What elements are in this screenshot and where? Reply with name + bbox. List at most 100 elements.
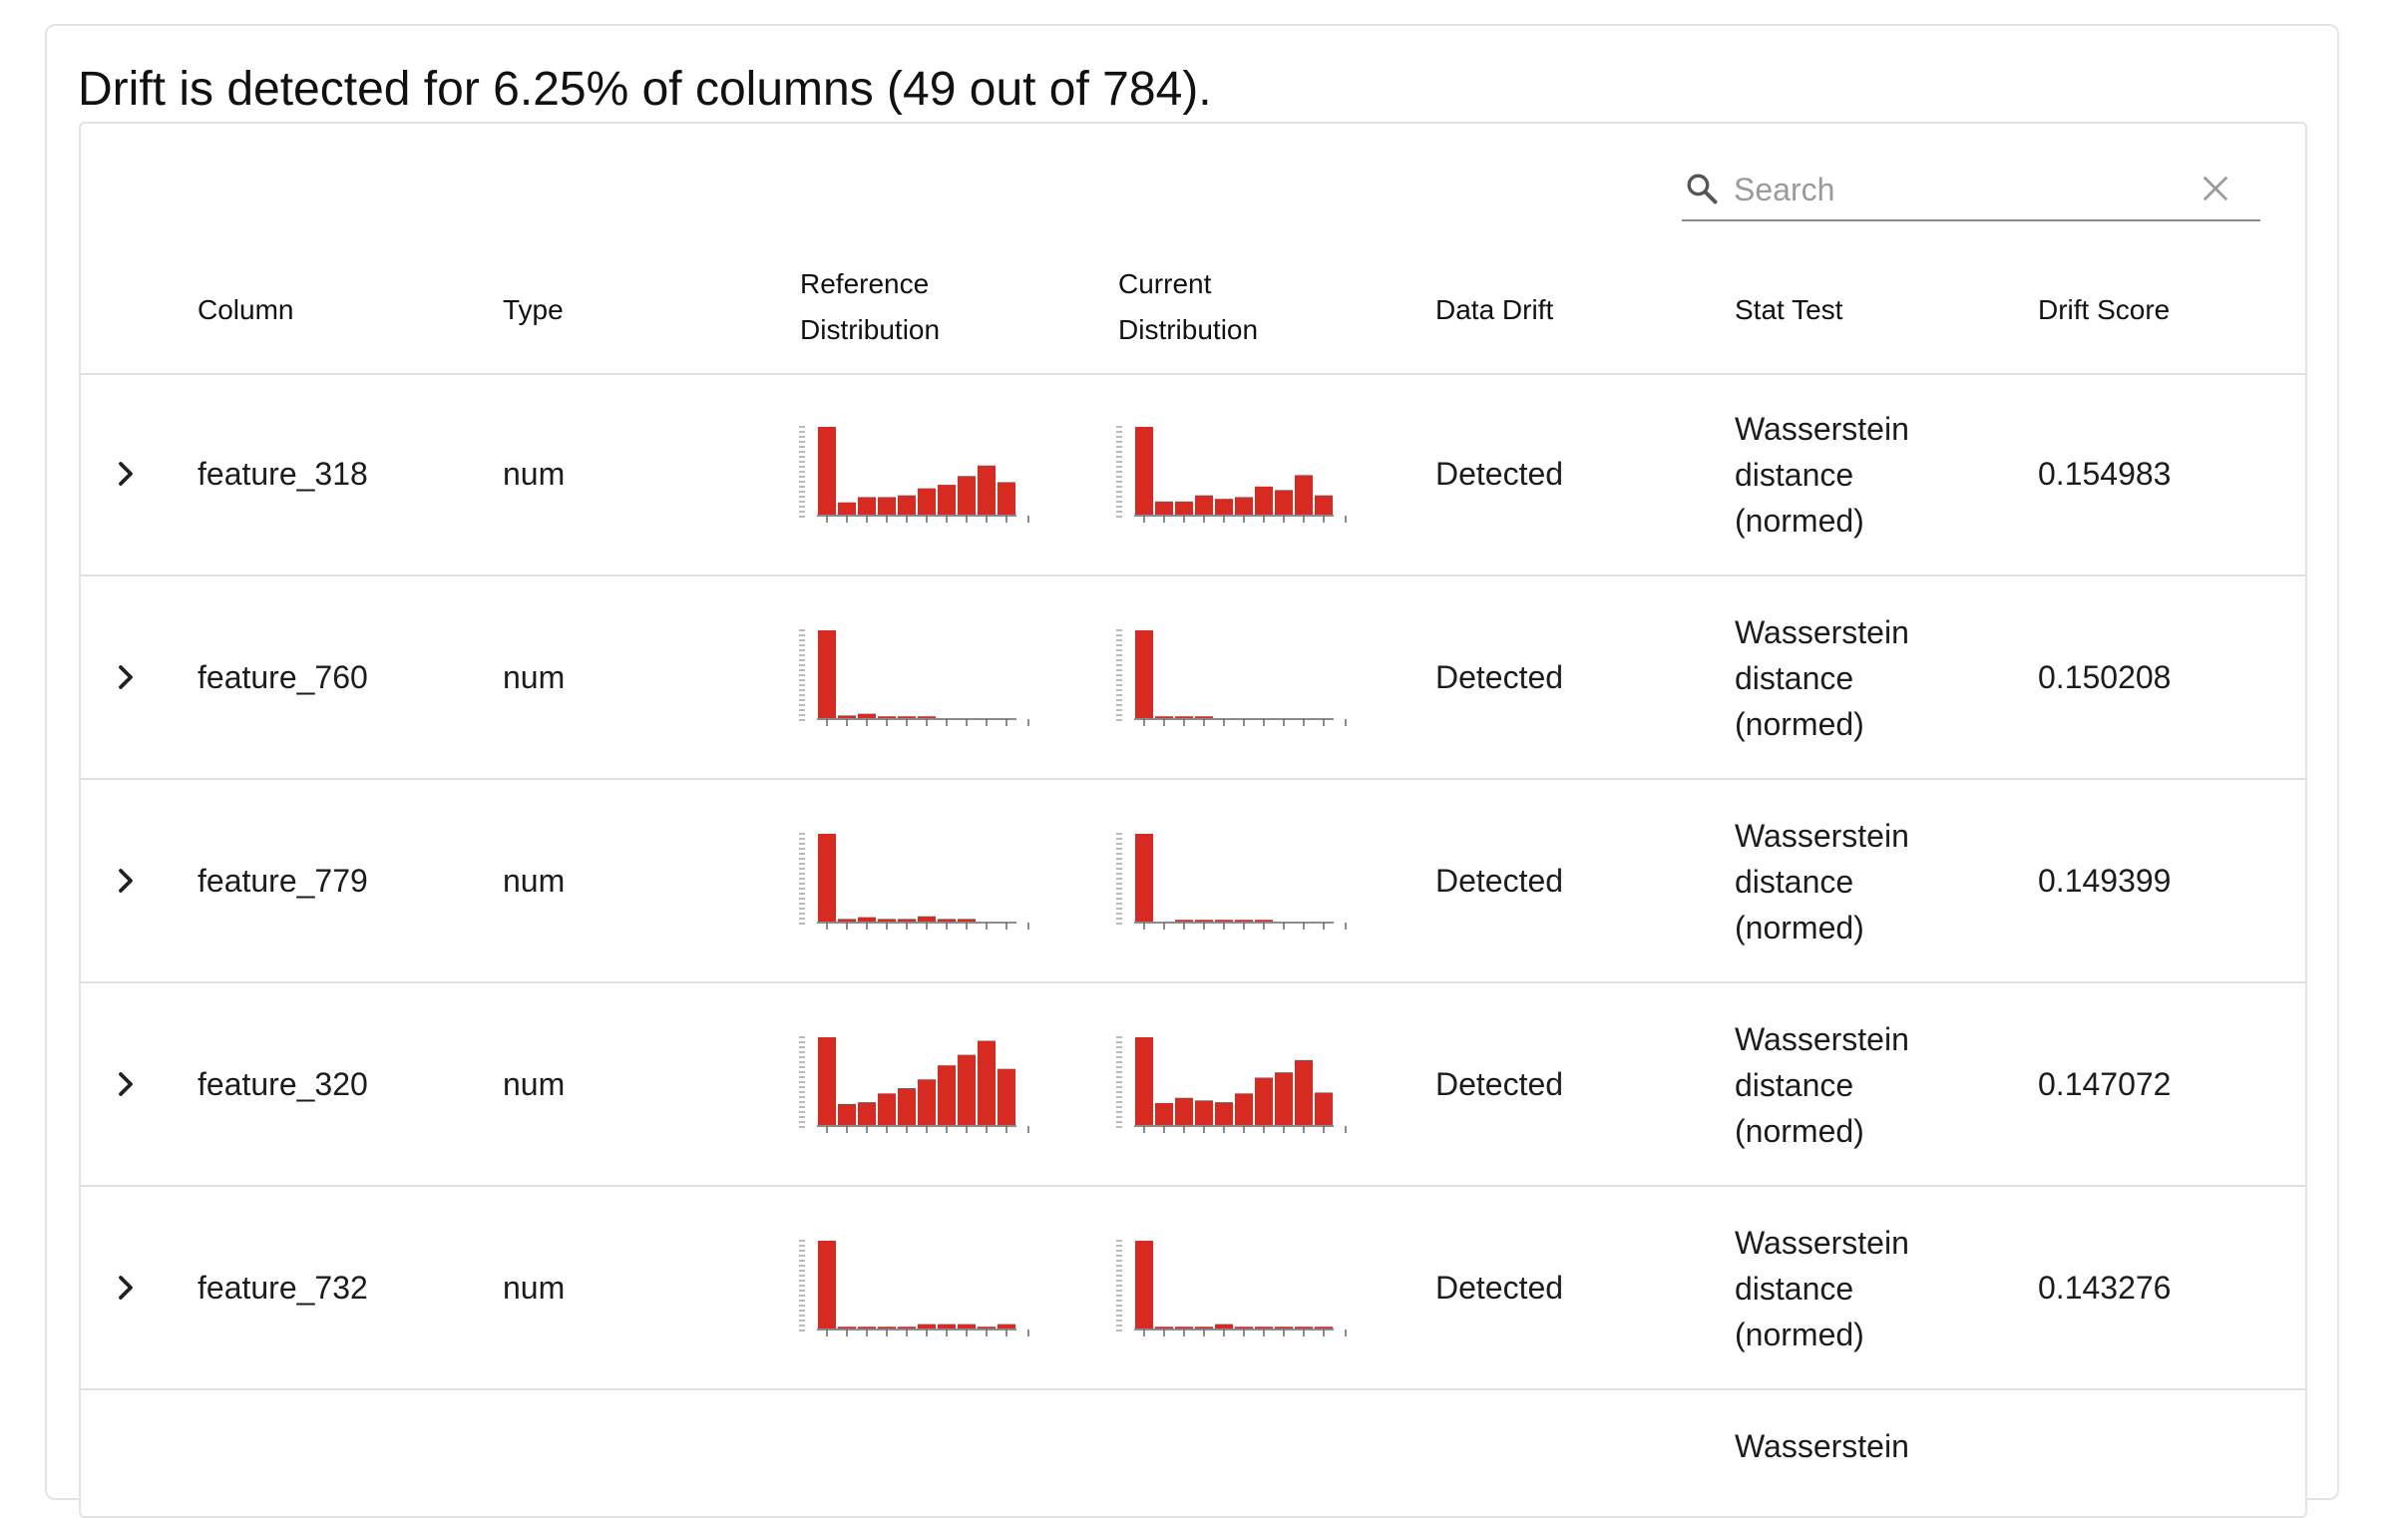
histogram-bar bbox=[1135, 630, 1153, 718]
column-type: num bbox=[503, 1066, 566, 1102]
column-name: feature_320 bbox=[198, 1066, 368, 1102]
stat-test-line1: Wasserstein bbox=[1735, 411, 1909, 447]
histogram-bar bbox=[858, 713, 876, 718]
histogram-bar bbox=[938, 485, 956, 515]
histogram-bar bbox=[1155, 1103, 1173, 1125]
table-row[interactable]: feature_732 num Detected Wasserstein distanc… bbox=[81, 1187, 2305, 1390]
histogram-bar bbox=[1175, 716, 1193, 718]
histogram-bar bbox=[878, 1327, 896, 1328]
column-header-drift-score[interactable]: Drift Score bbox=[2038, 294, 2171, 325]
column-name: feature_760 bbox=[198, 659, 368, 695]
histogram-bar bbox=[978, 465, 996, 515]
column-name: feature_318 bbox=[198, 456, 368, 492]
table-row[interactable]: feature_779 num Detected Wasserstein distanc… bbox=[81, 780, 2305, 983]
drift-summary-headline: Drift is detected for 6.25% of columns (… bbox=[78, 63, 1212, 116]
stat-test-line2: distance bbox=[1735, 457, 1854, 493]
histogram-bar bbox=[898, 495, 916, 515]
histogram-bar bbox=[818, 1037, 836, 1125]
histogram-bar bbox=[1235, 1327, 1253, 1328]
histogram-bar bbox=[838, 1327, 856, 1328]
column-name: feature_732 bbox=[198, 1270, 368, 1306]
table-row[interactable]: feature_318 num Detected Wasserstein distanc… bbox=[81, 373, 2305, 576]
histogram-bar bbox=[858, 1327, 876, 1328]
reference-header-line1: Reference bbox=[800, 268, 930, 299]
data-drift-status: Detected bbox=[1435, 1270, 1564, 1306]
table-header-row: Column Type Reference Distribution Curre… bbox=[81, 253, 2305, 375]
reference-distribution-chart bbox=[799, 833, 1029, 930]
column-type: num bbox=[503, 863, 566, 899]
column-name: feature_779 bbox=[198, 863, 368, 899]
histogram-bar bbox=[838, 919, 856, 922]
histogram-bar bbox=[1235, 497, 1253, 515]
histogram-bar bbox=[938, 1324, 956, 1328]
stat-test-line1: Wasserstein bbox=[1735, 818, 1909, 854]
stat-test-line2: distance bbox=[1735, 660, 1854, 696]
histogram-bar bbox=[938, 1065, 956, 1125]
histogram-bar bbox=[998, 1324, 1015, 1328]
histogram-bar bbox=[898, 1088, 916, 1125]
current-header-line2: Distribution bbox=[1118, 314, 1259, 345]
histogram-bar bbox=[978, 1040, 996, 1125]
histogram-bar bbox=[838, 502, 856, 515]
histogram-bar bbox=[1315, 1327, 1333, 1328]
histogram-bar bbox=[818, 630, 836, 718]
stat-test-line2: distance bbox=[1735, 1271, 1854, 1307]
stat-test-line2: distance bbox=[1735, 1067, 1854, 1103]
reference-distribution-chart bbox=[799, 426, 1029, 523]
histogram-bar bbox=[1215, 499, 1233, 515]
histogram-bar bbox=[1215, 1324, 1233, 1328]
histogram-bar bbox=[918, 716, 936, 718]
column-type: num bbox=[503, 456, 566, 492]
histogram-bar bbox=[1255, 486, 1273, 515]
histogram-bar bbox=[898, 919, 916, 922]
table-row[interactable]: feature_760 num Detected Wasserstein distanc… bbox=[81, 576, 2305, 780]
table-row[interactable]: Wasserstein bbox=[81, 1390, 2305, 1516]
stat-test-name: Wasserstein bbox=[1735, 1423, 1974, 1469]
column-header-data-drift[interactable]: Data Drift bbox=[1435, 294, 1554, 325]
histogram-bar bbox=[1295, 475, 1313, 515]
column-header-stat-test[interactable]: Stat Test bbox=[1735, 294, 1843, 325]
search-box[interactable] bbox=[1682, 164, 2260, 221]
stat-test-line3: (normed) bbox=[1735, 706, 1864, 742]
histogram-bar bbox=[878, 716, 896, 718]
histogram-bar bbox=[958, 1324, 976, 1328]
histogram-bar bbox=[818, 1241, 836, 1328]
search-icon bbox=[1687, 174, 1718, 204]
histogram-bar bbox=[878, 1093, 896, 1125]
chevron-right-icon[interactable] bbox=[111, 1273, 141, 1303]
histogram-bar bbox=[958, 1054, 976, 1125]
drift-score: 0.154983 bbox=[2038, 456, 2172, 492]
histogram-bar bbox=[818, 427, 836, 515]
drift-score: 0.147072 bbox=[2038, 1066, 2172, 1102]
chevron-right-icon[interactable] bbox=[111, 662, 141, 692]
histogram-bar bbox=[1155, 501, 1173, 515]
histogram-bar bbox=[1215, 920, 1233, 922]
histogram-bar bbox=[858, 1102, 876, 1125]
reference-distribution-chart bbox=[799, 1240, 1029, 1336]
stat-test-line1: Wasserstein bbox=[1735, 1428, 1909, 1464]
histogram-bar bbox=[858, 497, 876, 515]
reference-distribution-chart bbox=[799, 629, 1029, 726]
close-icon[interactable] bbox=[2201, 174, 2230, 203]
histogram-bar bbox=[1295, 1327, 1313, 1328]
histogram-bar bbox=[1195, 495, 1213, 515]
stat-test-name: Wasserstein distance (normed) bbox=[1735, 813, 1974, 950]
drift-score: 0.143276 bbox=[2038, 1270, 2172, 1306]
chevron-right-icon[interactable] bbox=[111, 866, 141, 896]
search-input[interactable] bbox=[1734, 168, 2173, 211]
chevron-right-icon[interactable] bbox=[111, 1069, 141, 1099]
column-header-type[interactable]: Type bbox=[503, 294, 564, 325]
histogram-bar bbox=[1255, 1077, 1273, 1125]
table-row[interactable]: feature_320 num Detected Wasserstein distanc… bbox=[81, 983, 2305, 1187]
histogram-bar bbox=[1195, 1327, 1213, 1328]
stat-test-line3: (normed) bbox=[1735, 1317, 1864, 1352]
histogram-bar bbox=[1275, 1072, 1293, 1125]
current-distribution-chart bbox=[1116, 426, 1347, 523]
column-header-column[interactable]: Column bbox=[198, 294, 294, 325]
column-type: num bbox=[503, 1270, 566, 1306]
chevron-right-icon[interactable] bbox=[111, 459, 141, 489]
histogram-bar bbox=[1275, 1327, 1293, 1328]
stat-test-name: Wasserstein distance (normed) bbox=[1735, 1220, 1974, 1357]
histogram-bar bbox=[1195, 920, 1213, 922]
stat-test-line2: distance bbox=[1735, 864, 1854, 900]
